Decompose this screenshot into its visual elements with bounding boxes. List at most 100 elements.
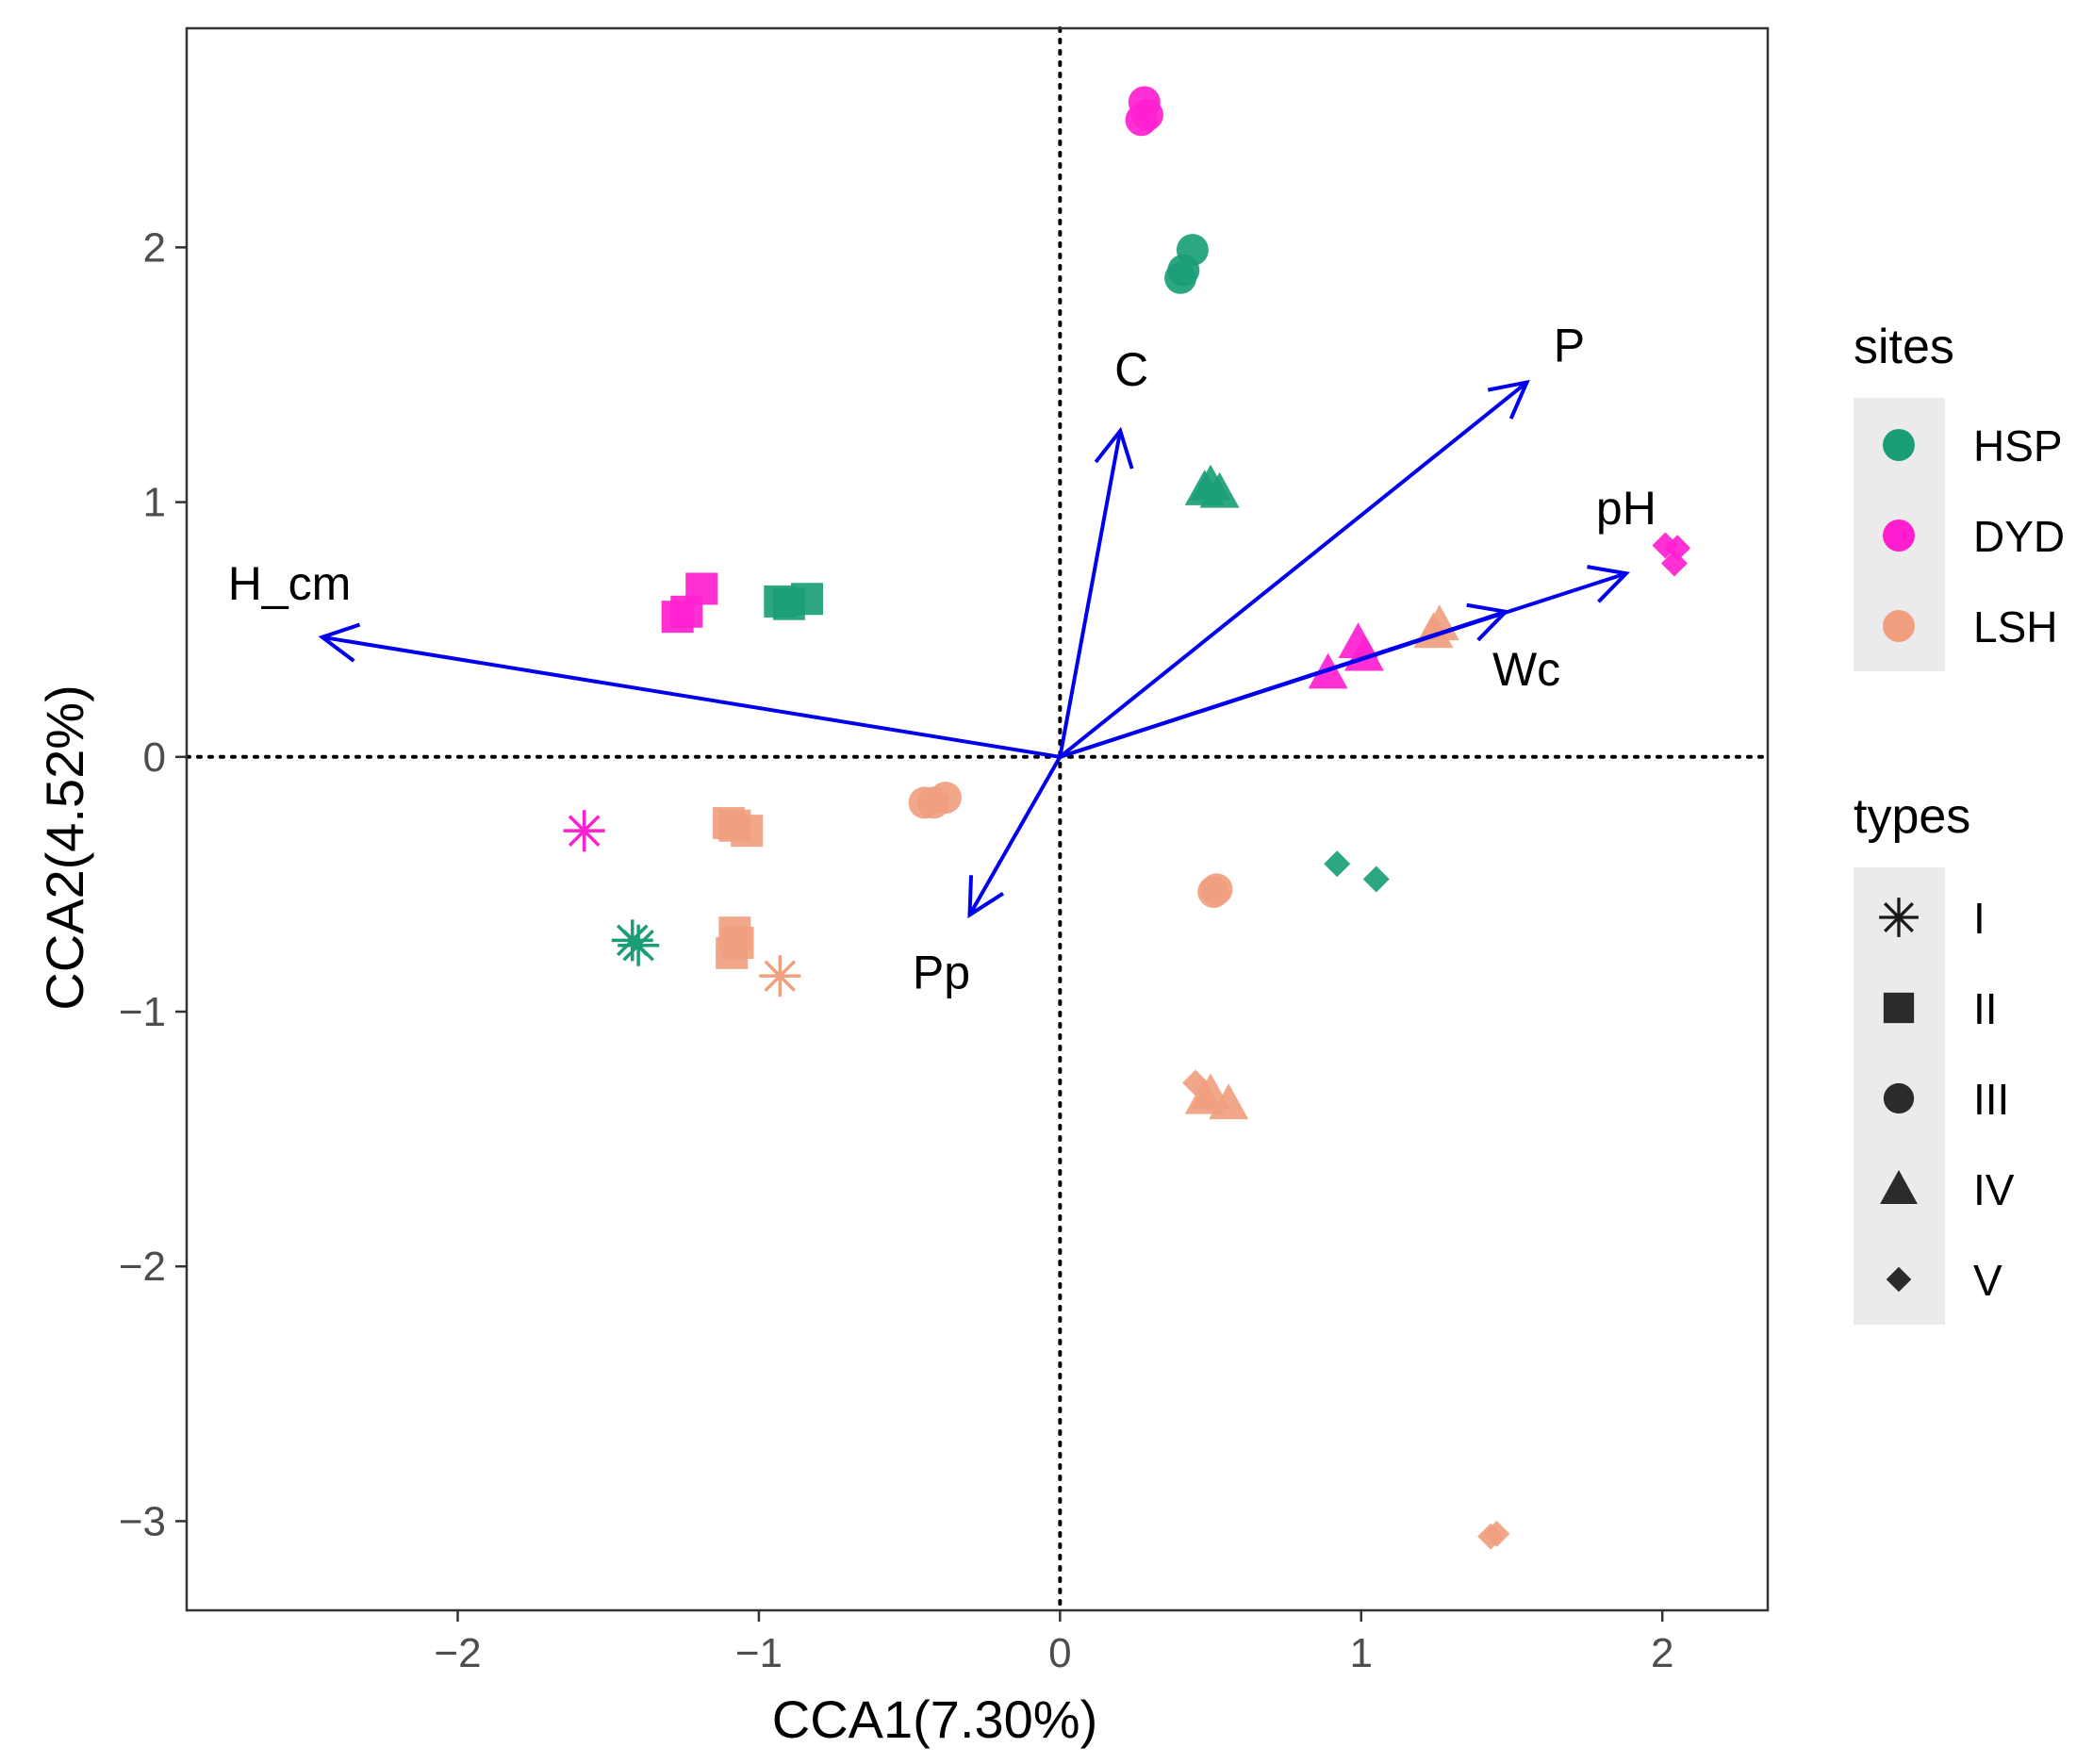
data-point-hsp-iv — [1184, 470, 1225, 505]
legend-key-type-iii-mark — [1883, 1082, 1915, 1114]
x-axis-title: CCA1(7.30%) — [772, 1690, 1097, 1749]
vector-arrowhead — [1487, 379, 1530, 420]
vector-h-cm: H_cm — [228, 557, 1061, 759]
data-point-hsp-i — [618, 924, 660, 966]
legend-key-type-ii-mark — [1883, 992, 1915, 1024]
data-point-lsh-v — [1477, 1523, 1505, 1550]
vector-label: pH — [1596, 482, 1656, 535]
data-point-hsp-v — [1324, 850, 1351, 878]
y-tick-label: −2 — [119, 1244, 166, 1290]
legend-label-type-iv: IV — [1973, 1165, 2015, 1214]
vector-arrowhead — [967, 875, 1004, 919]
x-tick-label: −1 — [735, 1630, 783, 1676]
data-point-hsp-ii — [772, 587, 805, 620]
data-point-dyd-ii-mark — [670, 595, 703, 628]
legend-key-type-iii — [1883, 1082, 1915, 1114]
vector-p: P — [1059, 320, 1585, 759]
panel-background — [187, 28, 1768, 1610]
plot-panel: H_cm C PpH Wc Pp −2 −1 0 1 2 −3 −2 −1 0 1 2 CCA1(7.30%) C… — [35, 26, 1770, 1749]
data-point-hsp-ii-mark — [772, 587, 805, 620]
legend-key-type-v-mark — [1886, 1266, 1912, 1293]
legend-key-dyd — [1883, 519, 1915, 552]
data-point-hsp-v-mark — [1324, 850, 1351, 878]
data-point-lsh-iii — [1197, 876, 1230, 909]
vector-arrowhead — [1094, 426, 1134, 470]
data-point-dyd-v — [1660, 550, 1688, 577]
vector-c: C — [1058, 343, 1148, 758]
legend-label-type-i: I — [1973, 894, 1986, 943]
vector-label: Pp — [913, 946, 970, 998]
vector-label: Wc — [1492, 643, 1560, 696]
vector-line — [321, 635, 1061, 759]
vector-label: H_cm — [228, 557, 352, 610]
points-layer — [563, 86, 1691, 1550]
vector-line — [1059, 609, 1507, 759]
axes: −2 −1 0 1 2 −3 −2 −1 0 1 2 CCA1(7.30%) CCA2(4.52%) — [35, 224, 1673, 1749]
legend-label-type-ii: II — [1973, 984, 1998, 1033]
data-point-dyd-ii — [670, 595, 703, 628]
vector-line — [967, 755, 1063, 916]
legend-key-type-iv-mark — [1880, 1170, 1918, 1204]
vector-line — [1058, 430, 1123, 758]
legend-key-hsp — [1883, 429, 1915, 461]
legend-label-hsp: HSP — [1973, 421, 2063, 470]
data-point-dyd-i — [563, 810, 605, 852]
y-axis-title: CCA2(4.52%) — [35, 684, 94, 1010]
legend-key-type-i-stroke — [1884, 902, 1914, 932]
vector-label: P — [1554, 320, 1585, 372]
vector-arrowhead — [318, 622, 361, 663]
data-point-lsh-v-mark — [1477, 1523, 1505, 1550]
legend-key-lsh — [1883, 610, 1915, 642]
panel-border — [185, 26, 1770, 1612]
legend-label-type-v: V — [1973, 1256, 2002, 1305]
vector-wc: Wc — [1059, 602, 1560, 759]
x-tick-label: −2 — [434, 1630, 481, 1676]
data-point-lsh-iii-mark — [1197, 876, 1230, 909]
data-point-lsh-iii-mark — [917, 786, 950, 819]
legend-sites: sites HSP DYD LSH — [1854, 320, 2065, 671]
vector-line — [1059, 381, 1528, 759]
data-point-hsp-iv-mark — [1184, 470, 1225, 505]
data-point-dyd-iii-mark — [1125, 104, 1158, 137]
x-tick-label: 0 — [1048, 1630, 1071, 1676]
data-point-hsp-iii-mark — [1167, 254, 1200, 287]
y-tick-label: −1 — [119, 989, 166, 1035]
legend-types-title: types — [1854, 789, 1970, 844]
data-point-lsh-iv — [1184, 1078, 1225, 1114]
data-point-hsp-i-stroke — [622, 929, 654, 962]
legend-sites-title: sites — [1854, 320, 1954, 374]
y-tick-label: −3 — [119, 1498, 166, 1544]
vector-label: C — [1114, 343, 1148, 396]
vector-arrowhead — [1466, 602, 1510, 642]
y-tick-label: 2 — [143, 224, 166, 271]
data-point-dyd-iii — [1125, 104, 1158, 137]
data-point-lsh-i — [759, 955, 801, 997]
legend-key-type-ii — [1883, 992, 1915, 1024]
vectors-layer: H_cm C PpH Wc Pp — [228, 320, 1656, 999]
data-point-lsh-iv-mark — [1184, 1078, 1225, 1114]
data-point-hsp-v — [1362, 866, 1390, 893]
legend-key-type-iv — [1880, 1170, 1918, 1204]
data-point-dyd-v-mark — [1660, 550, 1688, 577]
data-point-lsh-ii-mark — [712, 807, 745, 840]
data-point-hsp-v-mark — [1362, 866, 1390, 893]
x-tick-label: 2 — [1651, 1630, 1673, 1676]
data-point-hsp-iii — [1167, 254, 1200, 287]
legend-label-lsh: LSH — [1973, 602, 2057, 651]
legend-label-dyd: DYD — [1973, 512, 2065, 561]
data-point-lsh-ii — [712, 807, 745, 840]
y-tick-label: 0 — [143, 734, 166, 781]
data-point-lsh-i-stroke — [764, 960, 797, 992]
legend-key-type-i — [1879, 898, 1919, 937]
legend-label-type-iii: III — [1973, 1075, 2009, 1124]
vector-pp: Pp — [913, 755, 1063, 998]
x-tick-label: 1 — [1350, 1630, 1373, 1676]
data-point-dyd-i-stroke — [568, 815, 601, 847]
data-point-lsh-iii — [917, 786, 950, 819]
y-tick-label: 1 — [143, 480, 166, 526]
legend-key-type-v — [1886, 1266, 1912, 1293]
vector-arrowhead — [1587, 565, 1630, 603]
